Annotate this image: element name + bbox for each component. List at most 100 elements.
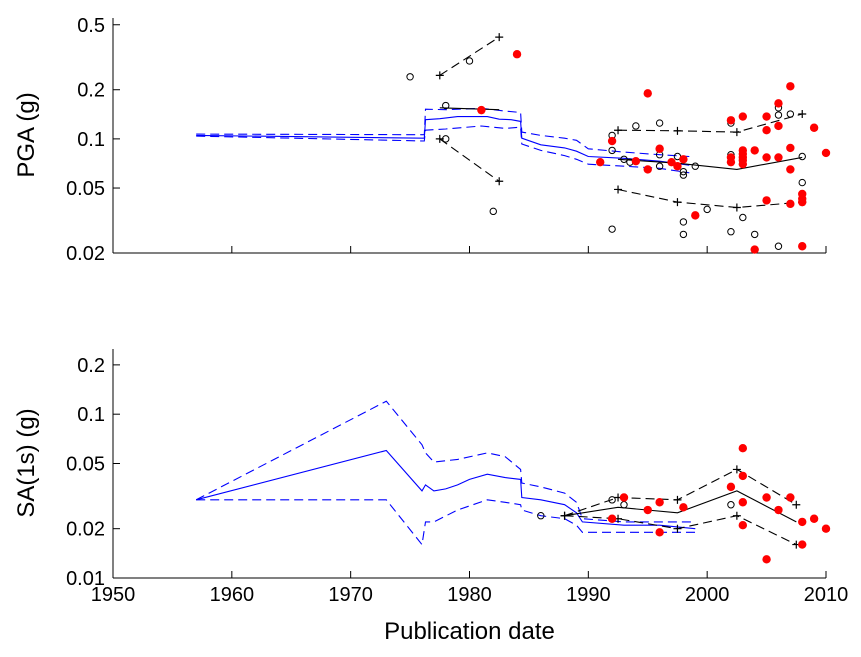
plus-marker [495, 177, 504, 186]
red-filled-point [655, 528, 664, 537]
red-filled-point [798, 197, 807, 207]
red-filled-point [726, 482, 736, 492]
plus-marker [732, 511, 741, 520]
red-filled-point [726, 116, 736, 125]
series-line-5 [439, 36, 500, 76]
red-filled-point [607, 514, 617, 523]
red-filled-point [809, 123, 819, 132]
chart-panel-2: 0.01 0.02 0.05 0.1 0.2 1950 1960 1970 1980 1990 20… [13, 349, 848, 645]
series-line-1 [196, 449, 696, 530]
y-tick-label: 0.5 [77, 15, 105, 37]
y-tick-label: 0.05 [66, 454, 105, 476]
plus-marker [798, 110, 807, 119]
y-tick-label: 0.1 [77, 129, 105, 151]
plus-marker [673, 126, 682, 135]
y-tick-label: 0.1 [77, 404, 105, 426]
open-circle-point [620, 501, 628, 509]
red-filled-point [774, 121, 783, 131]
red-filled-point [679, 503, 688, 512]
plus-marker [614, 185, 623, 194]
x-tick-label: 1950 [91, 584, 136, 606]
open-circle-point [608, 225, 616, 233]
open-circle-point [727, 228, 735, 236]
red-filled-point [774, 153, 783, 162]
red-filled-point [726, 157, 736, 167]
y-tick-label: 0.2 [77, 80, 105, 102]
plus-marker [732, 465, 741, 474]
red-filled-point [762, 555, 771, 564]
red-filled-point [786, 199, 795, 209]
open-circle-point [620, 155, 628, 163]
red-filled-point [631, 156, 641, 166]
red-filled-point [643, 505, 652, 515]
series-line-8 [617, 113, 803, 133]
open-circle-point [751, 230, 759, 239]
red-filled-point [786, 165, 795, 174]
plus-marker [732, 203, 741, 212]
red-filled-point [738, 159, 748, 169]
red-filled-point [738, 443, 748, 453]
open-circle-point [691, 162, 699, 170]
series-line-6 [439, 138, 500, 182]
red-filled-point [512, 50, 522, 59]
series-line-4 [564, 490, 797, 523]
x-axis-label: Publication date [384, 618, 555, 645]
open-circle-point [679, 230, 688, 239]
y-tick-label: 0.2 [77, 355, 105, 377]
open-circle-point [679, 167, 688, 176]
open-circle-point [774, 242, 783, 250]
red-filled-point [667, 157, 676, 167]
x-tick-label: 2010 [804, 584, 849, 606]
plus-marker [435, 71, 444, 80]
plus-marker [495, 33, 504, 42]
red-filled-point [762, 196, 771, 205]
red-filled-point [643, 89, 652, 98]
open-circle-point [465, 57, 474, 65]
y-tick-label: 0.01 [66, 568, 105, 590]
open-circle-point [442, 101, 450, 110]
plus-marker [673, 524, 682, 533]
open-circle-point [798, 178, 806, 187]
y-axis-label: PGA (g) [13, 92, 40, 177]
red-filled-point [738, 521, 748, 530]
plus-marker [673, 495, 682, 504]
y-tick-label: 0.02 [66, 243, 105, 265]
x-tick-label: 1970 [328, 584, 373, 606]
red-filled-point [821, 524, 831, 533]
plus-marker [732, 128, 741, 137]
red-filled-point [750, 245, 759, 254]
open-circle-point [489, 207, 497, 216]
red-filled-point [655, 498, 664, 507]
series-line-3 [196, 499, 696, 546]
red-filled-point [798, 517, 807, 527]
y-axis-label: SA(1s) (g) [13, 408, 40, 517]
open-circle-point [442, 135, 450, 143]
red-filled-point [673, 162, 682, 171]
series-line-3 [196, 125, 690, 174]
red-filled-point [798, 242, 807, 251]
open-circle-point [679, 171, 688, 179]
open-circle-point [798, 152, 806, 161]
red-filled-point [798, 540, 807, 549]
plus-marker [614, 126, 623, 135]
red-filled-point [679, 155, 688, 164]
red-filled-point [762, 126, 771, 135]
red-filled-point [738, 112, 748, 121]
red-filled-point [786, 82, 795, 91]
red-filled-point [738, 498, 748, 507]
red-filled-point [691, 211, 700, 220]
plus-marker [792, 500, 801, 509]
series-line-2 [196, 107, 690, 158]
red-filled-point [774, 505, 783, 515]
series-line-7 [617, 156, 803, 170]
series-line-4 [439, 107, 500, 111]
plus-marker [673, 198, 682, 207]
x-tick-label: 1960 [210, 584, 255, 606]
red-filled-point [619, 493, 629, 502]
open-circle-point [679, 218, 688, 226]
series-line-9 [617, 188, 803, 209]
red-filled-point [821, 148, 831, 158]
chart-panel-1: 0.02 0.05 0.1 0.2 0.5 PGA (g) [13, 15, 831, 265]
series-line-2 [195, 400, 696, 523]
